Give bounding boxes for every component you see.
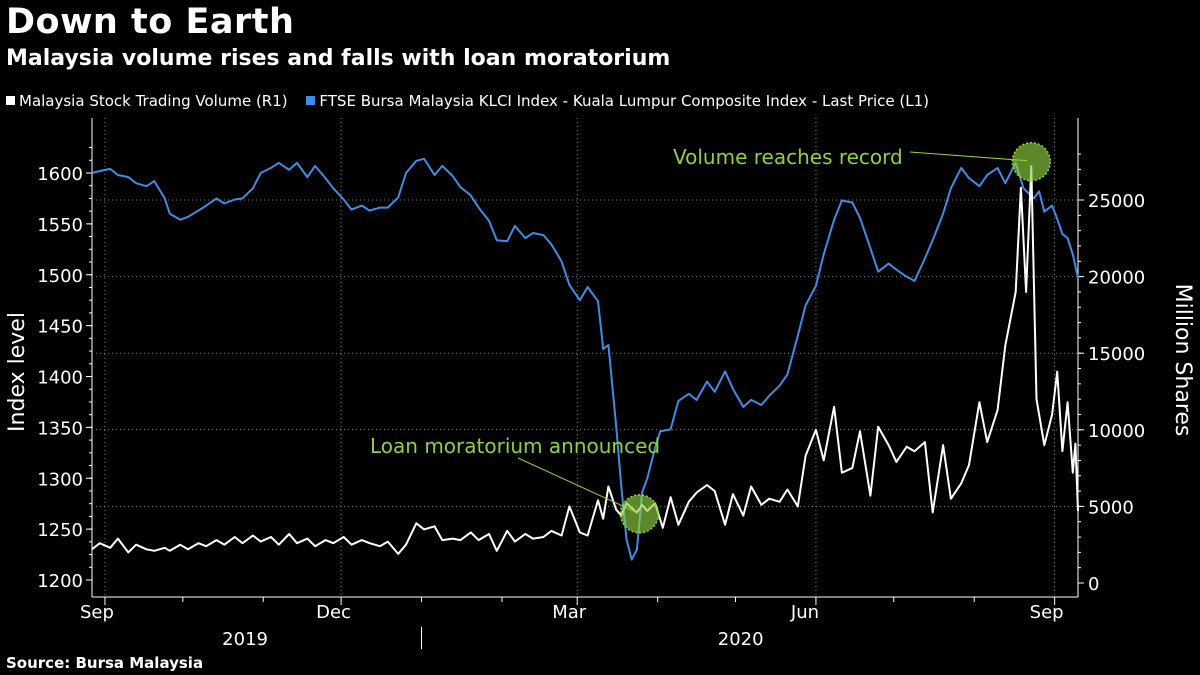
x-tick-label: Mar	[552, 602, 587, 623]
y-right-tick-label: 15000	[1088, 344, 1145, 365]
legend-swatch-volume	[6, 96, 15, 105]
annotation-leader-record	[909, 151, 1028, 162]
x-tick-label: Jun	[790, 602, 819, 623]
y-left-tick-label: 1400	[37, 368, 83, 389]
annotation-marker-record	[1011, 141, 1052, 182]
source-note: Source: Bursa Malaysia	[6, 654, 204, 672]
chart-title: Down to Earth	[6, 2, 295, 42]
y-left-tick-label: 1550	[37, 215, 83, 236]
annotation-leader-moratorium	[517, 457, 636, 513]
y-right-tick-label: 0	[1088, 574, 1099, 595]
y-left-axis-title: Index level	[5, 312, 30, 432]
year-label: 2020	[718, 629, 764, 650]
y-right-tick-label: 5000	[1088, 497, 1134, 518]
y-left-tick-label: 1450	[37, 317, 83, 338]
y-right-tick-label: 20000	[1088, 268, 1145, 289]
annotation-label-moratorium: Loan moratorium announced	[370, 434, 660, 458]
y-right-tick-label: 25000	[1088, 191, 1145, 212]
series-line-index	[91, 157, 1079, 561]
y-left-tick-label: 1300	[37, 469, 83, 490]
annotation-marker-moratorium	[619, 494, 660, 534]
series-line-volume	[91, 165, 1079, 555]
legend-entry-index: FTSE Bursa Malaysia KLCI Index - Kuala L…	[306, 92, 929, 110]
year-label: 2019	[222, 629, 268, 650]
x-tick-label: Sep	[80, 602, 114, 623]
legend-swatch-index	[306, 96, 316, 105]
y-left-tick-label: 1200	[37, 571, 83, 592]
legend-label-volume: Malaysia Stock Trading Volume (R1)	[19, 92, 288, 110]
x-tick-label: Dec	[316, 602, 351, 623]
y-right-axis-title: Million Shares	[1170, 284, 1195, 437]
legend-entry-volume: Malaysia Stock Trading Volume (R1)	[6, 92, 292, 110]
chart-subtitle: Malaysia volume rises and falls with loa…	[6, 46, 671, 71]
y-left-tick-label: 1500	[37, 266, 83, 287]
legend: Malaysia Stock Trading Volume (R1) FTSE …	[6, 92, 943, 110]
y-right-tick-label: 10000	[1088, 421, 1145, 442]
annotation-label-record: Volume reaches record	[673, 145, 903, 169]
x-tick-label: Sep	[1030, 602, 1064, 623]
legend-label-index: FTSE Bursa Malaysia KLCI Index - Kuala L…	[319, 92, 929, 110]
y-left-tick-label: 1600	[37, 164, 83, 185]
y-left-tick-label: 1350	[37, 418, 83, 439]
y-left-tick-label: 1250	[37, 520, 83, 541]
